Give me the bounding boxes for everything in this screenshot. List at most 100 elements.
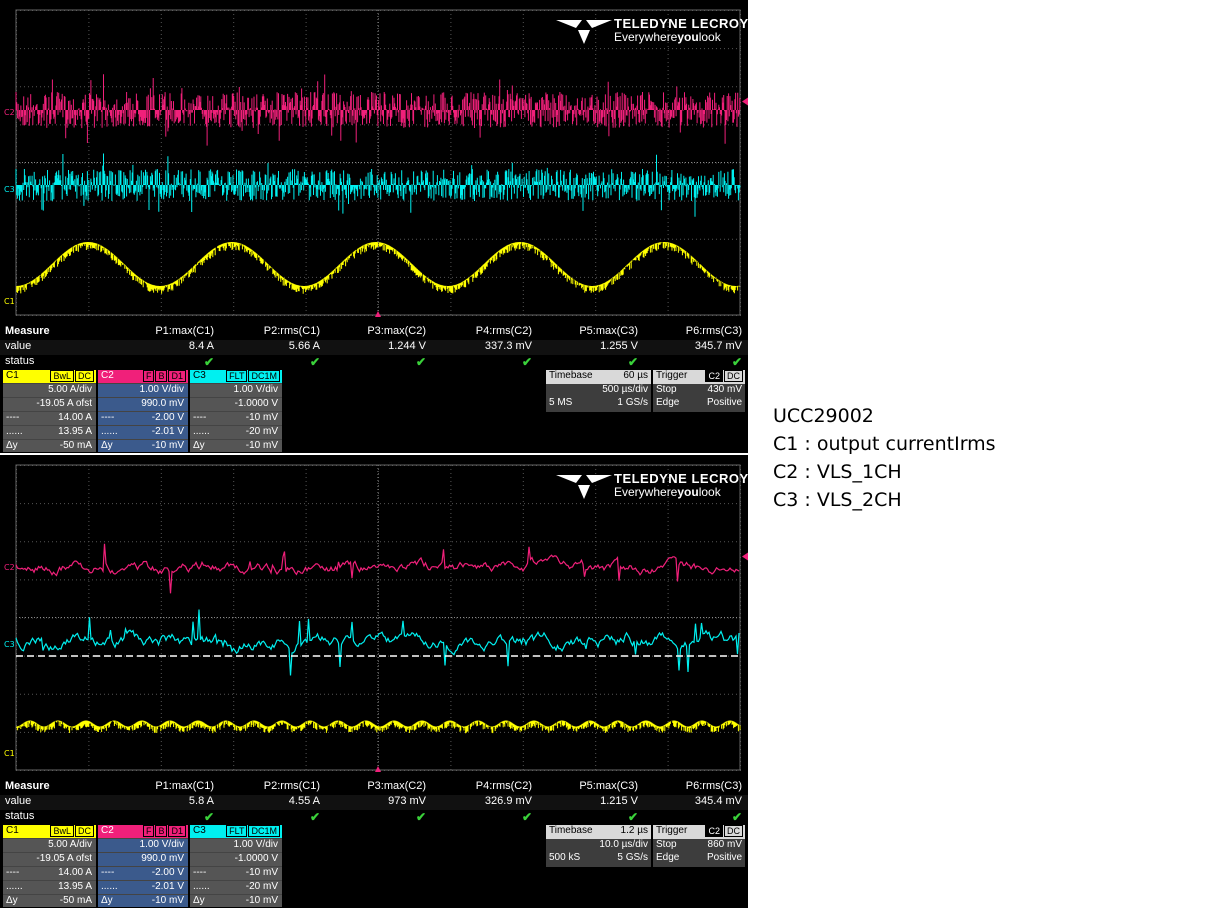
trigger-mode: Stop <box>656 839 677 850</box>
status-check-icon: ✔ <box>204 355 215 369</box>
measure-table-1: Measure P1:max(C1) P2:rms(C1) P3:max(C2)… <box>0 322 748 370</box>
param-label[interactable]: P6:rms(C3) <box>685 325 742 337</box>
c3-channel-panel[interactable]: C3 FLT DC1M 1.00 V/div -1.0000 V ---- -10 … <box>190 370 282 452</box>
param-label[interactable]: P4:rms(C2) <box>475 780 532 792</box>
trigger-panel[interactable]: Trigger C2 DC Stop 860 mV Edge Positive <box>653 825 745 867</box>
param-label[interactable]: P5:max(C3) <box>579 325 638 337</box>
c2-delta: -10 mV <box>151 440 184 451</box>
note-c1: C1 : output currentIrms <box>773 433 996 455</box>
sample-count: 5 MS <box>549 397 573 408</box>
param-value: 4.55 A <box>288 795 320 807</box>
row-key: Δy <box>101 895 113 906</box>
c1-offset: -19.05 A ofst <box>36 853 92 864</box>
c1-tag: BwL <box>50 370 74 382</box>
timebase-panel[interactable]: Timebase 1.2 µs 10.0 µs/div 500 kS 5 GS/s <box>546 825 651 867</box>
row-key: ---- <box>101 867 115 878</box>
c1-cursor2: 13.95 A <box>58 426 92 437</box>
param-value: 5.66 A <box>288 340 320 352</box>
c3-cursor2: -20 mV <box>245 881 278 892</box>
c3-trace-label: C3 <box>4 640 15 649</box>
lecroy-logo-icon <box>556 20 612 44</box>
row-key: ...... <box>6 881 23 892</box>
row-key: ...... <box>101 881 118 892</box>
row-key: ...... <box>101 426 118 437</box>
teledyne-lecroy-logo: TELEDYNE LECROY Everywhereyoulook <box>556 469 748 501</box>
c3-cursor2: -20 mV <box>245 426 278 437</box>
param-label[interactable]: P1:max(C1) <box>155 780 214 792</box>
c2-delta: -10 mV <box>151 895 184 906</box>
param-value: 345.7 mV <box>694 340 742 352</box>
trigger-tag: DC <box>724 825 743 837</box>
trigger-tag: C2 <box>705 370 723 382</box>
c1-name: C1 <box>6 370 19 381</box>
trigger-slope: Positive <box>706 397 742 408</box>
lecroy-logo-icon <box>556 475 612 499</box>
c3-vdiv: 1.00 V/div <box>233 384 278 395</box>
note-c2: C2 : VLS_1CH <box>773 461 902 483</box>
scope-screen-2: TELEDYNE LECROY Everywhereyoulook C2 C3 … <box>0 455 748 908</box>
status-check-icon: ✔ <box>628 810 639 824</box>
row-key: Δy <box>101 440 113 451</box>
status-check-icon: ✔ <box>732 810 743 824</box>
param-label[interactable]: P4:rms(C2) <box>475 325 532 337</box>
timebase-delay: 60 µs <box>623 370 648 381</box>
c3-channel-panel[interactable]: C3 FLT DC1M 1.00 V/div -1.0000 V ---- -10 … <box>190 825 282 907</box>
brand-tagline: Everywhereyoulook <box>614 485 721 499</box>
measure-title: Measure <box>5 780 50 792</box>
param-label[interactable]: P2:rms(C1) <box>263 780 320 792</box>
scope-screen-1: TELEDYNE LECROY Everywhereyoulook C2 C3 … <box>0 0 748 453</box>
c3-name: C3 <box>193 825 206 836</box>
param-value: 973 mV <box>388 795 426 807</box>
c1-channel-panel[interactable]: C1 BwL DC 5.00 A/div -19.05 A ofst ---- 14… <box>3 825 96 907</box>
sample-rate: 1 GS/s <box>617 397 648 408</box>
c1-offset: -19.05 A ofst <box>36 398 92 409</box>
status-check-icon: ✔ <box>204 810 215 824</box>
c1-vdiv: 5.00 A/div <box>48 384 92 395</box>
param-label[interactable]: P1:max(C1) <box>155 325 214 337</box>
c2-channel-panel[interactable]: C2 F B D1 1.00 V/div 990.0 mV ---- -2.00 V … <box>98 370 188 452</box>
c1-trace-label: C1 <box>4 297 15 306</box>
param-label[interactable]: P5:max(C3) <box>579 780 638 792</box>
c1-name: C1 <box>6 825 19 836</box>
c2-cursor1: -2.00 V <box>151 867 184 878</box>
param-label[interactable]: P3:max(C2) <box>367 780 426 792</box>
note-title: UCC29002 <box>773 405 874 427</box>
trigger-type: Edge <box>656 397 680 408</box>
c3-vdiv: 1.00 V/div <box>233 839 278 850</box>
row-key: Δy <box>193 895 205 906</box>
c2-tag: D1 <box>168 370 186 382</box>
c1-channel-panel[interactable]: C1 BwL DC 5.00 A/div -19.05 A ofst ---- 14… <box>3 370 96 452</box>
param-label[interactable]: P3:max(C2) <box>367 325 426 337</box>
row-key: Δy <box>193 440 205 451</box>
row-key: ---- <box>6 867 20 878</box>
param-label[interactable]: P2:rms(C1) <box>263 325 320 337</box>
c2-tag: F <box>142 825 155 837</box>
trigger-label: Trigger <box>656 825 688 836</box>
timebase-label: Timebase <box>549 370 593 381</box>
row-key: ---- <box>101 412 115 423</box>
c2-trace-label: C2 <box>4 563 15 572</box>
c2-tag: B <box>155 825 168 837</box>
timebase-div: 500 µs/div <box>602 384 648 395</box>
side-notes: UCC29002 C1 : output currentIrms C2 : VL… <box>773 402 996 514</box>
timebase-delay: 1.2 µs <box>620 825 648 836</box>
c2-cursor2: -2.01 V <box>151 881 184 892</box>
c2-channel-panel[interactable]: C2 F B D1 1.00 V/div 990.0 mV ---- -2.00 V … <box>98 825 188 907</box>
trigger-tag: DC <box>724 370 743 382</box>
c1-tag: BwL <box>50 825 74 837</box>
measure-title: Measure <box>5 325 50 337</box>
c2-name: C2 <box>101 825 114 836</box>
trigger-panel[interactable]: Trigger C2 DC Stop 430 mV Edge Positive <box>653 370 745 412</box>
c2-vdiv: 1.00 V/div <box>139 839 184 850</box>
timebase-panel[interactable]: Timebase 60 µs 500 µs/div 5 MS 1 GS/s <box>546 370 651 412</box>
c3-tag: DC1M <box>248 370 280 382</box>
row-key: ...... <box>193 426 210 437</box>
sample-count: 500 kS <box>549 852 581 863</box>
param-label[interactable]: P6:rms(C3) <box>685 780 742 792</box>
c3-cursor1: -10 mV <box>245 867 278 878</box>
c2-vdiv: 1.00 V/div <box>139 384 184 395</box>
param-value: 345.4 mV <box>694 795 742 807</box>
c3-name: C3 <box>193 370 206 381</box>
c3-tag: FLT <box>226 370 248 382</box>
row-key: Δy <box>6 895 18 906</box>
